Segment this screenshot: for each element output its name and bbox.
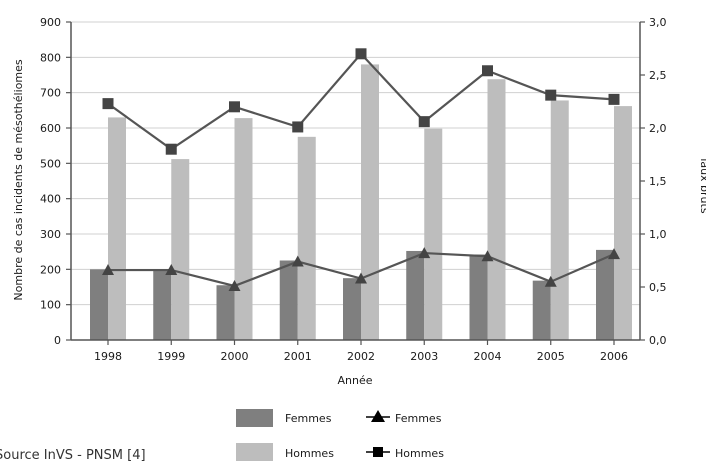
point-hommes-2002 bbox=[355, 48, 367, 60]
x-tick-label-1999: 1999 bbox=[157, 350, 185, 363]
right-tick-label-2,5: 2,5 bbox=[649, 69, 667, 82]
x-tick-label-2005: 2005 bbox=[537, 350, 565, 363]
left-tick-label-600: 600 bbox=[40, 122, 61, 135]
bar-hommes-2001 bbox=[297, 136, 316, 340]
left-tick-label-400: 400 bbox=[40, 193, 61, 206]
legend-marker-hommes-square bbox=[373, 447, 383, 457]
bar-hommes-2003 bbox=[424, 128, 443, 340]
legend-label-hommes-bar: Hommes bbox=[285, 447, 334, 460]
point-hommes-2001 bbox=[292, 121, 304, 133]
left-tick-label-900: 900 bbox=[40, 16, 61, 29]
point-femmes-2005 bbox=[544, 275, 557, 287]
x-tick-label-2003: 2003 bbox=[410, 350, 438, 363]
point-femmes-1999 bbox=[165, 264, 178, 276]
x-tick-label-2000: 2000 bbox=[221, 350, 249, 363]
x-tick-label-2006: 2006 bbox=[600, 350, 628, 363]
left-tick-label-200: 200 bbox=[40, 263, 61, 276]
right-tick-label-1,0: 1,0 bbox=[649, 228, 667, 241]
left-tick-label-500: 500 bbox=[40, 157, 61, 170]
right-axis-ticks: 0,0 0,5 1,0 1,5 2,0 2,5 3,0 bbox=[640, 16, 667, 347]
bar-femmes-2000 bbox=[216, 285, 235, 340]
x-tick-label-2001: 2001 bbox=[284, 350, 312, 363]
bar-hommes-1999 bbox=[171, 159, 190, 340]
bar-femmes-2004 bbox=[469, 254, 488, 340]
left-tick-label-100: 100 bbox=[40, 299, 61, 312]
left-axis-ticks: 0 100 200 300 400 500 600 700 800 900 bbox=[40, 16, 71, 347]
bar-femmes-2005 bbox=[532, 280, 551, 340]
point-hommes-2000 bbox=[229, 101, 240, 113]
right-tick-label-0,0: 0,0 bbox=[649, 334, 667, 347]
legend-label-hommes-line: Hommes bbox=[395, 447, 444, 460]
x-tick-label-2002: 2002 bbox=[347, 350, 375, 363]
left-tick-label-0: 0 bbox=[54, 334, 61, 347]
bar-hommes-2000 bbox=[234, 118, 253, 341]
point-femmes-2000 bbox=[228, 279, 241, 291]
point-hommes-2006 bbox=[608, 93, 620, 105]
point-hommes-2005 bbox=[545, 89, 557, 101]
bar-femmes-2002 bbox=[343, 278, 361, 340]
legend-swatch-hommes-bar bbox=[236, 443, 273, 461]
point-femmes-2004 bbox=[481, 250, 494, 262]
legend-label-femmes-line: Femmes bbox=[395, 412, 442, 425]
left-tick-label-700: 700 bbox=[40, 87, 61, 100]
source-note: Source InVS - PNSM [4] bbox=[0, 448, 146, 461]
point-femmes-2002 bbox=[355, 272, 367, 284]
right-tick-label-3,0: 3,0 bbox=[649, 16, 667, 29]
bar-femmes-1998 bbox=[90, 269, 108, 340]
lines bbox=[102, 48, 620, 291]
legend: Femmes Hommes Femmes Hommes bbox=[236, 409, 444, 461]
left-tick-label-800: 800 bbox=[40, 51, 61, 64]
bar-hommes-2004 bbox=[487, 79, 506, 341]
bar-femmes-2006 bbox=[596, 249, 614, 340]
x-axis-title: Année bbox=[337, 374, 372, 387]
y-axis-right-title: Taux bruts bbox=[698, 155, 706, 213]
point-femmes-2003 bbox=[418, 247, 431, 259]
legend-label-femmes-bar: Femmes bbox=[285, 412, 332, 425]
right-tick-label-0,5: 0,5 bbox=[649, 281, 667, 294]
point-hommes-2003 bbox=[418, 116, 430, 128]
legend-swatch-femmes-bar bbox=[236, 409, 273, 427]
point-femmes-2006 bbox=[608, 248, 620, 260]
bar-femmes-2001 bbox=[279, 260, 298, 340]
left-tick-label-300: 300 bbox=[40, 228, 61, 241]
x-tick-label-1998: 1998 bbox=[94, 350, 122, 363]
bar-femmes-1999 bbox=[153, 269, 172, 340]
bars bbox=[90, 64, 632, 341]
point-femmes-1998 bbox=[102, 264, 114, 276]
point-hommes-1999 bbox=[165, 143, 177, 155]
point-hommes-1998 bbox=[102, 98, 114, 110]
y-axis-left-title: Nombre de cas incidents de mésothéliomes bbox=[12, 59, 25, 300]
bar-femmes-2003 bbox=[406, 250, 425, 340]
x-tick-label-2004: 2004 bbox=[474, 350, 502, 363]
legend-marker-femmes-triangle bbox=[371, 410, 385, 422]
right-tick-label-1,5: 1,5 bbox=[649, 175, 667, 188]
bar-hommes-1998 bbox=[108, 117, 126, 341]
bar-hommes-2002 bbox=[361, 64, 379, 341]
point-hommes-2004 bbox=[482, 65, 493, 77]
x-axis-ticks: 1998 1999 2000 2001 2002 2003 2004 2005 2006 bbox=[94, 340, 628, 363]
right-tick-label-2,0: 2,0 bbox=[649, 122, 667, 135]
point-femmes-2001 bbox=[291, 255, 304, 267]
bar-hommes-2005 bbox=[550, 100, 569, 340]
bar-hommes-2006 bbox=[614, 106, 632, 341]
